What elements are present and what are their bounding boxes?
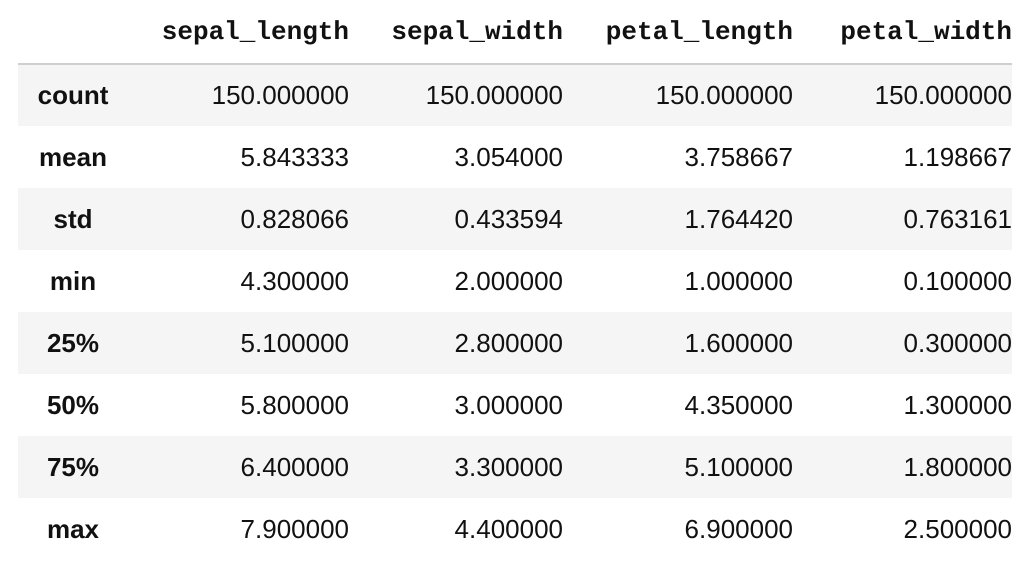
table-row: min 4.300000 2.000000 1.000000 0.100000: [18, 250, 1012, 312]
row-label: max: [46, 513, 100, 544]
cell: 5.100000: [684, 451, 793, 482]
cell: 5.843333: [240, 141, 349, 172]
cell: 1.300000: [903, 389, 1012, 420]
describe-table-container: sepal_length sepal_width petal_length pe…: [18, 0, 1012, 560]
cell: 0.300000: [903, 327, 1012, 358]
row-label: 50%: [46, 389, 100, 420]
cell: 4.350000: [684, 389, 793, 420]
row-label: std: [53, 203, 93, 234]
cell: 6.900000: [684, 513, 793, 544]
cell: 150.000000: [425, 80, 563, 110]
row-label: 25%: [46, 327, 100, 358]
cell: 0.433594: [454, 203, 563, 234]
cell: 4.400000: [454, 513, 563, 544]
cell: 150.000000: [874, 80, 1012, 110]
table-body: count 150.000000 150.000000 150.000000 1…: [18, 64, 1012, 560]
cell: 5.800000: [240, 389, 349, 420]
column-header-sepal-length: sepal_length: [128, 0, 349, 65]
cell: 1.600000: [684, 327, 793, 358]
cell: 7.900000: [240, 513, 349, 544]
cell: 6.400000: [240, 451, 349, 482]
row-label: mean: [39, 141, 107, 172]
cell: 3.300000: [454, 451, 563, 482]
cell: 5.100000: [240, 327, 349, 358]
describe-table: sepal_length sepal_width petal_length pe…: [18, 0, 1012, 560]
table-row: 25% 5.100000 2.800000 1.600000 0.300000: [18, 312, 1012, 374]
cell: 150.000000: [655, 80, 793, 110]
table-row: 75% 6.400000 3.300000 5.100000 1.800000: [18, 436, 1012, 498]
column-header-petal-length: petal_length: [563, 0, 793, 65]
cell: 4.300000: [240, 265, 349, 296]
header-row: sepal_length sepal_width petal_length pe…: [18, 0, 1012, 65]
cell: 0.828066: [240, 203, 349, 234]
cell: 1.764420: [684, 203, 793, 234]
cell: 150.000000: [211, 80, 349, 110]
cell: 2.500000: [903, 513, 1012, 544]
cell: 3.758667: [684, 141, 793, 172]
cell: 2.000000: [454, 265, 563, 296]
cell: 0.100000: [903, 265, 1012, 296]
column-header-petal-width: petal_width: [793, 0, 1012, 65]
cell: 1.800000: [903, 451, 1012, 482]
table-row: 50% 5.800000 3.000000 4.350000 1.300000: [18, 374, 1012, 436]
table-row: max 7.900000 4.400000 6.900000 2.500000: [18, 498, 1012, 560]
cell: 2.800000: [454, 327, 563, 358]
table-header: sepal_length sepal_width petal_length pe…: [18, 0, 1012, 65]
table-row: std 0.828066 0.433594 1.764420 0.763161: [18, 188, 1012, 250]
index-header: [18, 0, 128, 65]
row-label: min: [49, 265, 97, 296]
cell: 0.763161: [903, 203, 1012, 234]
column-header-sepal-width: sepal_width: [349, 0, 563, 65]
row-label: count: [37, 80, 109, 110]
table-row: count 150.000000 150.000000 150.000000 1…: [18, 64, 1012, 126]
cell: 1.198667: [903, 141, 1012, 172]
cell: 1.000000: [684, 265, 793, 296]
cell: 3.000000: [454, 389, 563, 420]
cell: 3.054000: [454, 141, 563, 172]
row-label: 75%: [46, 451, 100, 482]
table-row: mean 5.843333 3.054000 3.758667 1.198667: [18, 126, 1012, 188]
